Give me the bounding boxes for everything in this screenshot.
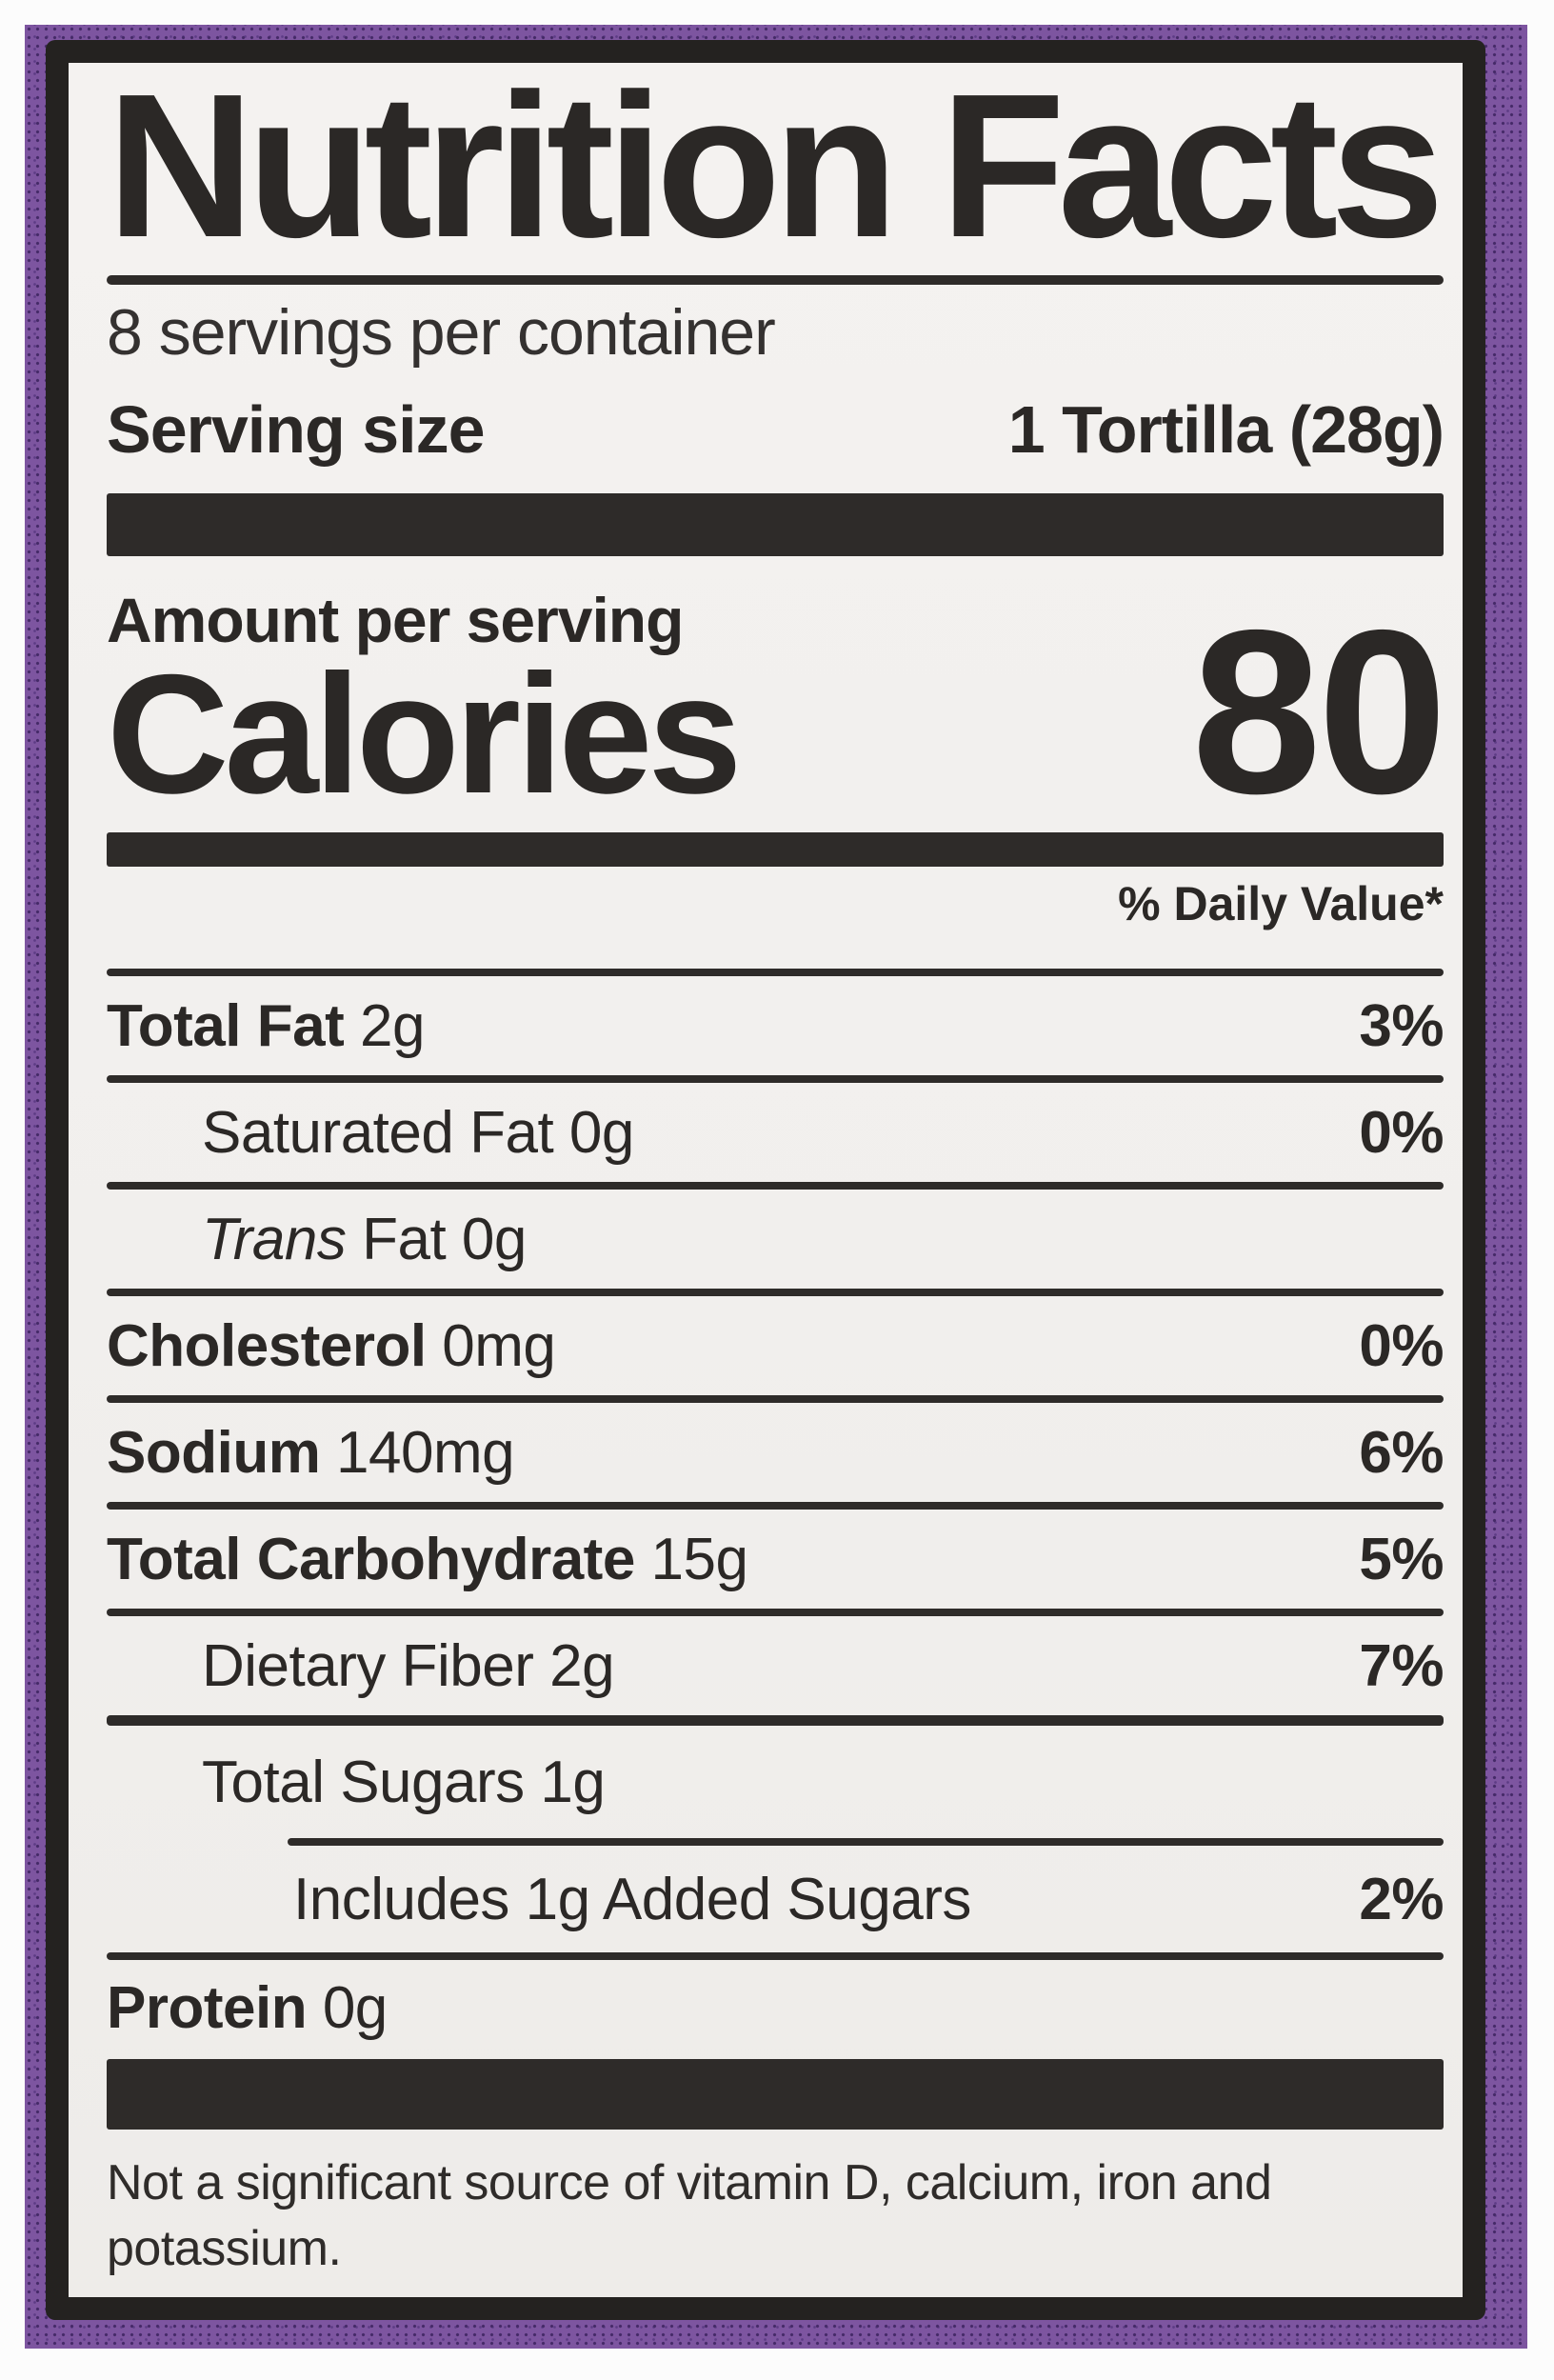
nutrient-name: Protein 0g	[107, 1974, 388, 2041]
thick-divider-top	[107, 493, 1444, 556]
divider	[107, 1075, 1444, 1083]
daily-value: 3%	[1359, 992, 1444, 1059]
nutrient-name: Sodium 140mg	[107, 1419, 515, 1486]
nutrient-name: Cholesterol 0mg	[107, 1312, 556, 1379]
footnote: Not a significant source of vitamin D, c…	[107, 2155, 1272, 2276]
nutrient-row-total-carbohydrate: Total Carbohydrate 15g 5%	[107, 1510, 1444, 1609]
label-content: Nutrition Facts 8 servings per container…	[69, 63, 1463, 2297]
daily-value: 6%	[1359, 1419, 1444, 1486]
divider	[107, 1952, 1444, 1960]
nutrient-row-trans-fat: Trans Fat 0g	[107, 1190, 1444, 1289]
nutrient-name: Total Fat 2g	[107, 992, 425, 1059]
serving-size-value: 1 Tortilla (28g)	[1007, 392, 1444, 467]
daily-value: 7%	[1359, 1632, 1444, 1699]
nutrient-row-dietary-fiber: Dietary Fiber 2g 7%	[107, 1616, 1444, 1715]
nutrient-row-cholesterol: Cholesterol 0mg 0%	[107, 1296, 1444, 1395]
amount-per-serving-label: Amount per serving	[107, 585, 684, 655]
nutrient-name: Total Carbohydrate 15g	[107, 1526, 748, 1592]
divider	[107, 1182, 1444, 1190]
nutrient-name: Dietary Fiber 2g	[202, 1632, 615, 1699]
divider	[107, 969, 1444, 976]
package-background: Nutrition Facts 8 servings per container…	[25, 25, 1527, 2349]
nutrient-name: Saturated Fat 0g	[202, 1099, 634, 1166]
thick-divider-bottom	[107, 2059, 1444, 2130]
nutrient-name: Total Sugars 1g	[202, 1749, 606, 1815]
daily-value: 0%	[1359, 1099, 1444, 1166]
nutrient-row-sodium: Sodium 140mg 6%	[107, 1403, 1444, 1502]
divider-medium	[107, 1715, 1444, 1726]
nutrient-row-protein: Protein 0g	[107, 1960, 1444, 2055]
nutrition-facts-label: Nutrition Facts 8 servings per container…	[46, 40, 1485, 2320]
nutrient-row-saturated-fat: Saturated Fat 0g 0%	[107, 1083, 1444, 1182]
nutrient-row-added-sugars: Includes 1g Added Sugars 2%	[107, 1846, 1444, 1952]
nutrient-row-total-fat: Total Fat 2g 3%	[107, 976, 1444, 1075]
divider-indented	[288, 1838, 1444, 1846]
nutrient-name: Includes 1g Added Sugars	[293, 1866, 971, 1932]
divider	[107, 1502, 1444, 1510]
daily-value-header: % Daily Value*	[1118, 877, 1444, 930]
nutrient-row-total-sugars: Total Sugars 1g	[107, 1726, 1444, 1838]
daily-value: 2%	[1359, 1866, 1444, 1932]
label-title: Nutrition Facts	[107, 50, 1444, 280]
title-divider	[107, 275, 1444, 285]
serving-size-row: Serving size 1 Tortilla (28g)	[107, 390, 1444, 470]
divider	[107, 1395, 1444, 1403]
nutrient-name: Trans Fat 0g	[202, 1206, 527, 1272]
daily-value: 0%	[1359, 1312, 1444, 1379]
serving-size-label: Serving size	[107, 392, 486, 467]
calories-value: 80	[1191, 581, 1447, 842]
divider	[107, 1609, 1444, 1616]
calories-label: Calories	[107, 639, 742, 829]
servings-per-container: 8 servings per container	[107, 296, 776, 369]
divider	[107, 1289, 1444, 1296]
daily-value: 5%	[1359, 1526, 1444, 1592]
calories-row: Calories 80	[107, 581, 1447, 842]
medium-divider-calories	[107, 832, 1444, 867]
